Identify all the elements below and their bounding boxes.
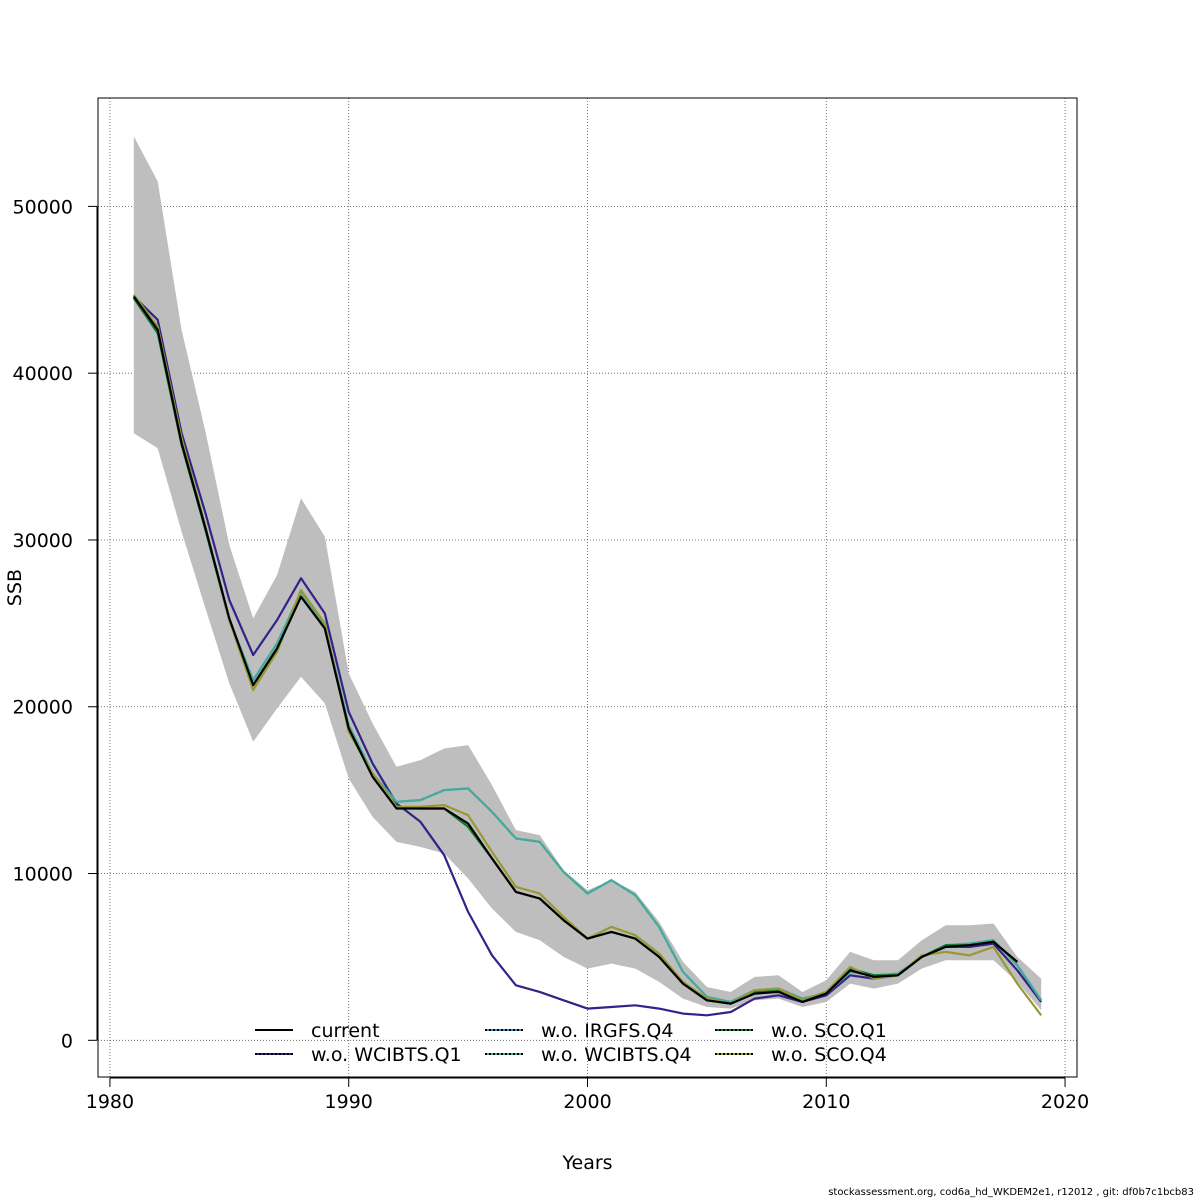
x-tick-label: 2020 (1041, 1091, 1089, 1113)
x-tick-label: 2000 (563, 1091, 611, 1113)
y-tick-label: 0 (61, 1030, 73, 1052)
x-tick-label: 1980 (86, 1091, 134, 1113)
x-tick-label: 2010 (802, 1091, 850, 1113)
y-tick-label: 50000 (13, 196, 73, 218)
series-line-w-o-wcibts-q4 (132, 297, 1043, 1003)
axes: 1980 1990 2000 2010 2020 0 10000 20000 30000 4000… (13, 196, 1090, 1113)
grid-lines (98, 98, 1077, 1077)
y-tick-label: 10000 (13, 864, 73, 886)
x-axis-title: Years (561, 1152, 612, 1174)
y-tick-label: 20000 (13, 697, 73, 719)
legend-label: current (311, 1020, 380, 1042)
legend-label: w.o. WCIBTS.Q4 (541, 1044, 692, 1066)
footer-credit: stockassessment.org, cod6a_hd_WKDEM2e1, … (828, 1187, 1194, 1198)
series-lines (132, 294, 1043, 1017)
legend-label: w.o. SCO.Q4 (771, 1044, 887, 1066)
legend-label: w.o. IRGFS.Q4 (541, 1020, 673, 1042)
series-line-current (132, 295, 1019, 1005)
x-tick-label: 1990 (325, 1091, 373, 1113)
y-tick-label: 40000 (13, 363, 73, 385)
legend-label: w.o. WCIBTS.Q1 (311, 1044, 462, 1066)
plot-frame (97, 97, 1078, 1078)
confidence-band (133, 136, 1042, 1011)
legend-label: w.o. SCO.Q1 (771, 1020, 887, 1042)
y-axis-title: SSB (4, 569, 26, 606)
confidence-band-layer (133, 136, 1042, 1011)
y-tick-label: 30000 (13, 530, 73, 552)
